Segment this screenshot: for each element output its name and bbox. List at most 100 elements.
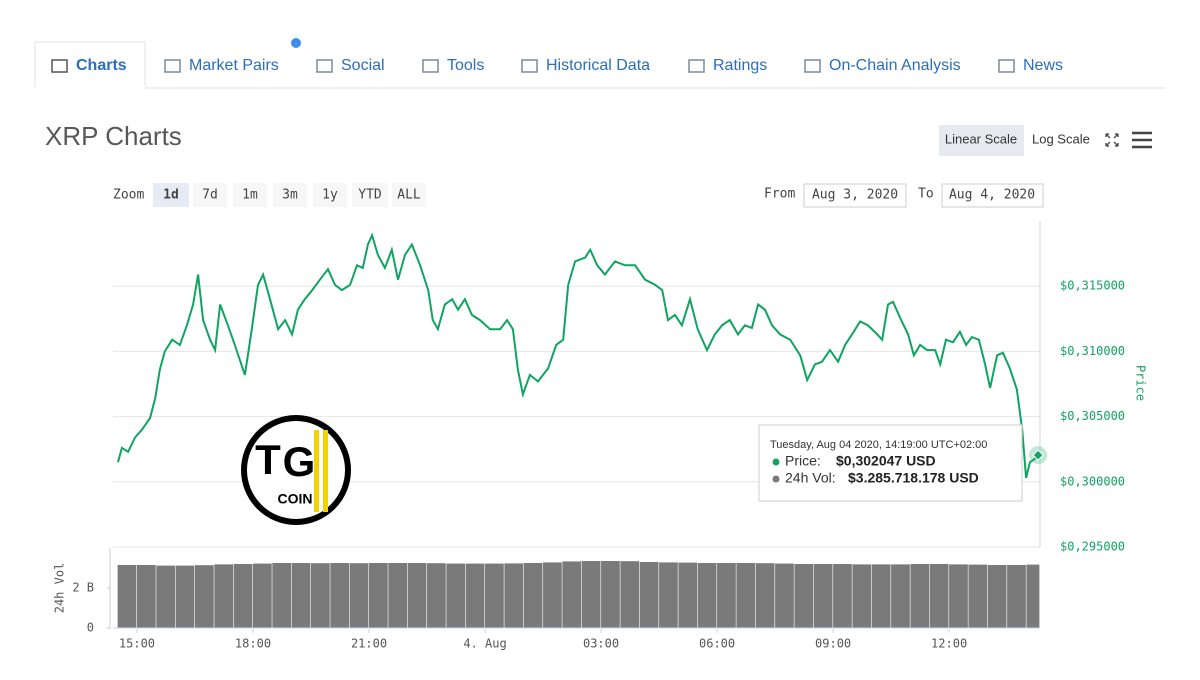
log-scale-label[interactable]: Log Scale bbox=[1032, 131, 1090, 146]
page-title: XRP Charts bbox=[45, 121, 182, 151]
volume-bar bbox=[388, 563, 408, 628]
fullscreen-icon[interactable] bbox=[1105, 133, 1119, 147]
menu-icon[interactable] bbox=[1132, 131, 1152, 149]
x-tick-label: 4. Aug bbox=[463, 637, 506, 651]
volume-bar bbox=[871, 564, 891, 628]
tab-icon bbox=[688, 59, 705, 73]
x-tick-label: 03:00 bbox=[583, 637, 619, 651]
zoom-button[interactable] bbox=[352, 183, 388, 207]
tab-icon bbox=[422, 59, 439, 73]
x-tick-label: 06:00 bbox=[699, 637, 735, 651]
zoom-button[interactable] bbox=[233, 183, 267, 207]
zoom-option[interactable]: ALL bbox=[397, 188, 421, 203]
volume-bar bbox=[736, 563, 756, 628]
linear-scale-button[interactable] bbox=[939, 125, 1024, 156]
to-input[interactable] bbox=[941, 183, 1044, 208]
tab-label[interactable]: Tools bbox=[447, 57, 484, 74]
volume-bar bbox=[194, 565, 214, 628]
tooltip-value: $3.285.718.178 USD bbox=[848, 470, 979, 486]
zoom-option[interactable]: YTD bbox=[358, 188, 382, 203]
volume-bar bbox=[910, 564, 930, 628]
x-tick-label: 12:00 bbox=[931, 637, 967, 651]
hover-point bbox=[1032, 449, 1044, 461]
volume-bar bbox=[659, 562, 678, 628]
watermark-letter: G bbox=[283, 438, 316, 485]
volume-bar bbox=[697, 563, 717, 628]
volume-bar bbox=[755, 563, 775, 628]
volume-bar bbox=[214, 564, 234, 628]
zoom-button[interactable] bbox=[193, 183, 227, 207]
y-tick-label: 2 B bbox=[72, 581, 94, 595]
tab-label[interactable]: Charts bbox=[76, 57, 127, 74]
tab-icon bbox=[316, 59, 333, 73]
volume-bar bbox=[987, 565, 1007, 628]
tab-icon bbox=[804, 59, 821, 73]
y-axis-label: Price bbox=[1134, 365, 1148, 401]
volume-bar bbox=[968, 564, 988, 628]
to-label: To bbox=[918, 187, 934, 202]
volume-bar bbox=[369, 563, 388, 628]
y-tick-label: $0,315000 bbox=[1060, 279, 1125, 293]
tab-icon bbox=[998, 59, 1015, 73]
volume-bar bbox=[678, 562, 698, 628]
active-tab-gap bbox=[35, 86, 145, 90]
price-line bbox=[117, 232, 1039, 479]
volume-bar bbox=[117, 565, 137, 628]
volume-bar bbox=[852, 564, 872, 628]
volume-bar bbox=[156, 565, 176, 628]
tab-icon bbox=[521, 59, 538, 73]
zoom-option[interactable]: 1d bbox=[163, 188, 179, 203]
volume-bar bbox=[311, 563, 330, 628]
tooltip-dot bbox=[772, 475, 780, 483]
tab-label[interactable]: On-Chain Analysis bbox=[829, 57, 961, 74]
y-tick-label: $0,295000 bbox=[1060, 540, 1125, 554]
to-date[interactable]: Aug 4, 2020 bbox=[949, 188, 1035, 203]
zoom-button[interactable] bbox=[392, 183, 426, 207]
tooltip-date: Tuesday, Aug 04 2020, 14:19:00 UTC+02:00 bbox=[770, 439, 987, 451]
tab-label[interactable]: Market Pairs bbox=[189, 57, 279, 74]
volume-bar bbox=[929, 564, 949, 628]
tab-label[interactable]: Ratings bbox=[713, 57, 767, 74]
volume-bar bbox=[272, 563, 292, 628]
volume-bar bbox=[1007, 565, 1026, 628]
volume-bar bbox=[233, 564, 253, 628]
tooltip-label: 24h Vol: bbox=[785, 470, 836, 486]
zoom-option[interactable]: 1y bbox=[322, 188, 338, 203]
tab-label[interactable]: News bbox=[1023, 57, 1063, 74]
tab-label[interactable]: Historical Data bbox=[546, 57, 650, 74]
volume-bar bbox=[252, 563, 272, 628]
volume-bar bbox=[813, 564, 833, 628]
zoom-option[interactable]: 7d bbox=[202, 188, 218, 203]
volume-bar bbox=[136, 565, 156, 628]
from-input[interactable] bbox=[803, 183, 907, 208]
zoom-button[interactable] bbox=[153, 183, 189, 207]
volume-bar bbox=[562, 561, 582, 628]
zoom-option[interactable]: 3m bbox=[282, 188, 298, 203]
volume-bar bbox=[949, 564, 968, 628]
linear-scale-label[interactable]: Linear Scale bbox=[945, 131, 1017, 146]
volume-bar bbox=[833, 564, 852, 628]
volume-bar bbox=[620, 561, 640, 628]
tab-label[interactable]: Social bbox=[341, 57, 385, 74]
volume-bar bbox=[891, 564, 910, 628]
volume-bar bbox=[504, 563, 524, 628]
tooltip: Tuesday, Aug 04 2020, 14:19:00 UTC+02:00… bbox=[758, 424, 1023, 502]
zoom-button[interactable] bbox=[273, 183, 307, 207]
notification-dot bbox=[291, 38, 301, 48]
tooltip-value: $0,302047 USD bbox=[836, 453, 936, 469]
volume-bar bbox=[717, 563, 736, 628]
from-date[interactable]: Aug 3, 2020 bbox=[812, 188, 898, 203]
tooltip-label: Price: bbox=[785, 453, 821, 469]
zoom-label: Zoom bbox=[113, 188, 144, 203]
volume-bar bbox=[794, 564, 814, 628]
y-tick-label: $0,305000 bbox=[1060, 409, 1125, 423]
zoom-button[interactable] bbox=[313, 183, 347, 207]
volume-bar bbox=[446, 563, 466, 628]
volume-bar bbox=[349, 563, 369, 628]
from-label: From bbox=[764, 187, 795, 202]
volume-bar bbox=[543, 562, 562, 628]
tab-icon bbox=[51, 59, 68, 73]
watermark: T G COIN bbox=[241, 415, 351, 525]
zoom-option[interactable]: 1m bbox=[242, 188, 258, 203]
